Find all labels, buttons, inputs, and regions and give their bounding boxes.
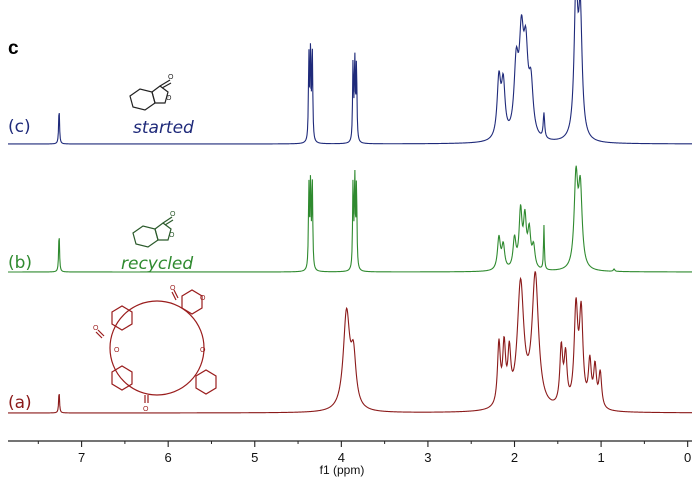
structure-o-label: O [169, 232, 175, 239]
lactone-structure-recycled-icon [132, 216, 174, 248]
x-tick-label: 3 [424, 450, 431, 465]
x-tick-label: 1 [597, 450, 604, 465]
spectrum-trace-c [8, 0, 692, 145]
structure-o-label: O [143, 406, 149, 413]
structure-o-label: O [170, 285, 176, 292]
structure-o-label: O [200, 347, 206, 354]
trace-label-b: (b) [8, 253, 32, 273]
lactone-structure-started-icon [129, 79, 172, 111]
structure-o-label: O [168, 74, 174, 81]
trace-label-c: (c) [8, 117, 31, 137]
compound-label-recycled: recycled [121, 254, 193, 274]
x-tick-label: 4 [338, 450, 345, 465]
x-axis-label: f1 (ppm) [320, 463, 365, 477]
structure-o-label: O [166, 95, 172, 102]
structure-o-label: O [200, 295, 206, 302]
x-tick-label: 2 [511, 450, 518, 465]
compound-label-started: started [133, 118, 194, 138]
structure-o-label: O [114, 347, 120, 354]
x-tick-label: 5 [251, 450, 258, 465]
panel-letter: c [8, 38, 19, 59]
structure-o-label: O [170, 211, 176, 218]
spectrum-trace-a [8, 271, 692, 414]
macrocycle-structure-icon [95, 289, 217, 403]
spectra-traces [8, 0, 692, 414]
spectrum-trace-b [8, 165, 692, 273]
x-tick-label: 6 [165, 450, 172, 465]
structure-o-label: O [93, 325, 99, 332]
trace-label-a: (a) [8, 393, 32, 413]
x-tick-label: 7 [78, 450, 85, 465]
x-axis-ticks: 7 6 5 4 3 2 1 0 [37, 441, 691, 465]
x-tick-label: 0 [684, 450, 691, 465]
